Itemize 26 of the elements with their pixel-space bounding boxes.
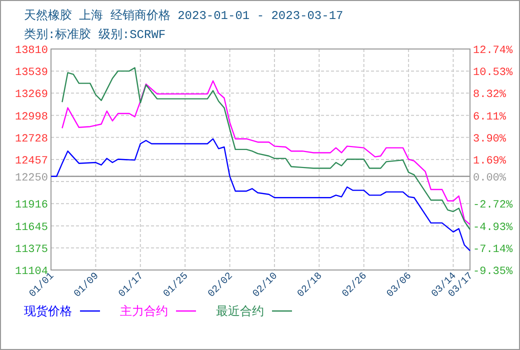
y-tick-label: 13810 <box>14 45 48 57</box>
y2-tick-label: -4.93% <box>473 222 514 234</box>
y2-tick-label: 6.11% <box>473 111 506 124</box>
y-tick-label: 12728 <box>14 133 48 146</box>
y-tick-label: 12998 <box>14 111 48 124</box>
y-tick-label: 13269 <box>14 89 48 102</box>
y-tick-label: 11645 <box>14 222 48 234</box>
chart-title: 天然橡胶 上海 经销商价格 2023-01-01 - 2023-03-17 <box>24 8 344 23</box>
y-tick-label: 11375 <box>14 244 48 256</box>
y2-tick-label: -9.35% <box>473 266 514 278</box>
y-tick-label: 12250 <box>14 172 48 184</box>
y2-tick-label: 8.32% <box>473 89 506 102</box>
legend-label: 现货价格 <box>24 305 72 319</box>
y2-tick-label: 3.90% <box>473 133 506 146</box>
y-tick-label: 13539 <box>14 67 48 80</box>
y2-tick-label: 10.53% <box>473 67 514 80</box>
y-tick-label: 11916 <box>14 200 48 212</box>
y2-tick-label: 12.74% <box>473 45 514 57</box>
legend-label: 最近合约 <box>216 305 264 319</box>
legend-label: 主力合约 <box>120 304 168 319</box>
y2-tick-label: 1.69% <box>473 156 506 168</box>
y2-tick-label: -2.72% <box>473 200 514 212</box>
chart-subtitle: 类别:标准胶 级别:SCRWF <box>24 27 166 42</box>
y2-tick-label: 0.00% <box>473 172 506 184</box>
y2-tick-label: -7.14% <box>473 244 514 256</box>
y-tick-label: 12457 <box>14 156 48 168</box>
